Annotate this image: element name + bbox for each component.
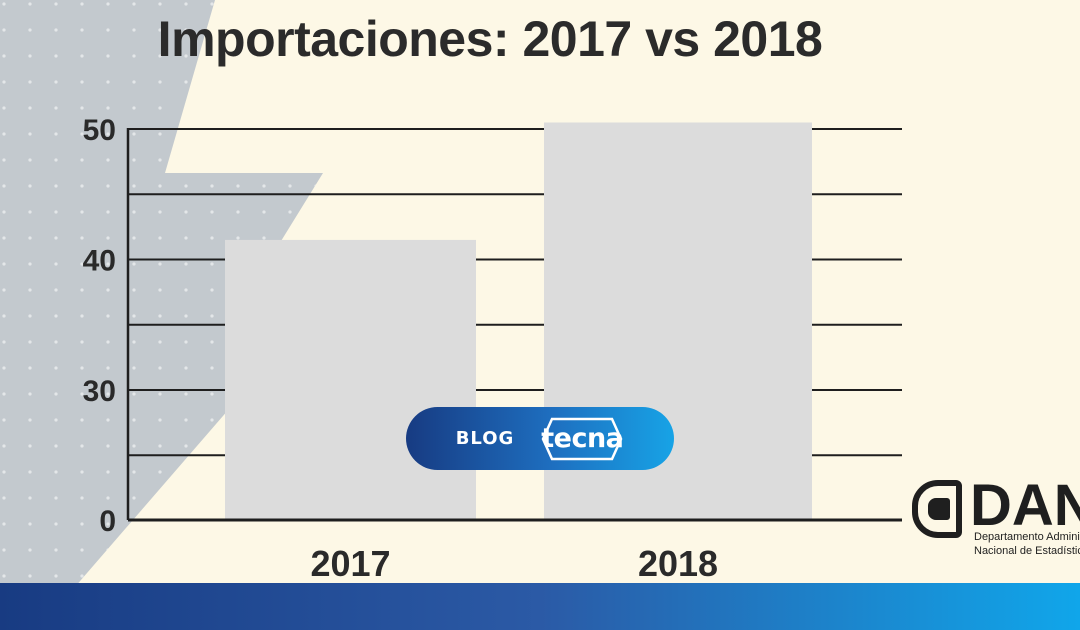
dane-logo: DANE Departamento Administrativo Naciona… xyxy=(912,476,1080,566)
dane-icon xyxy=(912,480,962,538)
dane-subtitle-line2: Nacional de Estadística xyxy=(974,545,1080,557)
blog-label: BLOG xyxy=(455,428,515,449)
x-tick-label: 2017 xyxy=(310,543,390,584)
dane-wordmark: DANE xyxy=(970,476,1080,538)
tecna-logo: tecna xyxy=(540,416,624,462)
y-tick-label: 40 xyxy=(83,245,116,278)
bar-2017 xyxy=(225,239,476,521)
chart-title: Importaciones: 2017 vs 2018 xyxy=(157,11,823,67)
tecna-logo-text: tecna xyxy=(541,423,624,454)
blog-badge[interactable]: BLOG tecna xyxy=(406,407,674,470)
footer-gradient-bar xyxy=(0,583,1080,630)
y-tick-label: 0 xyxy=(99,505,116,538)
dane-subtitle-line1: Departamento Administrativo xyxy=(974,531,1080,543)
y-tick-label: 30 xyxy=(83,375,116,408)
y-tick-label: 50 xyxy=(83,114,116,147)
x-tick-label: 2018 xyxy=(638,543,718,584)
